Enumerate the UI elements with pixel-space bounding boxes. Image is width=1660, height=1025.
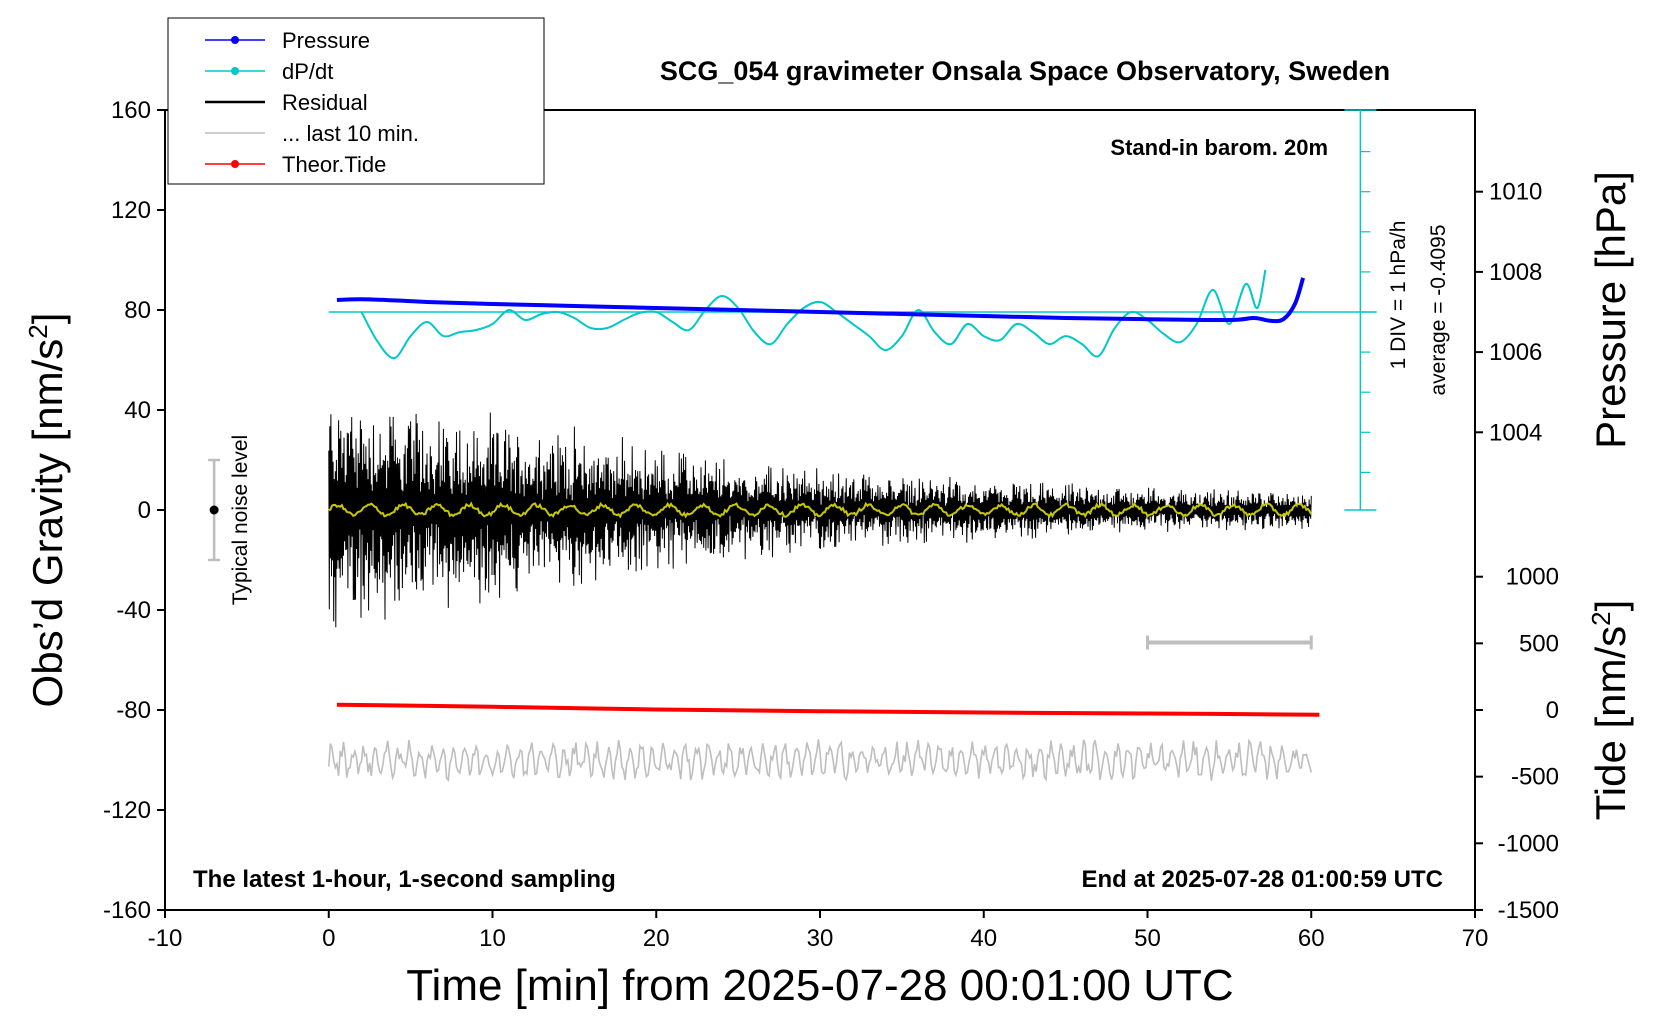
tide-tick-label: 500 xyxy=(1519,630,1559,657)
x-tick-label: 50 xyxy=(1134,925,1161,952)
pressure-line xyxy=(336,277,1306,324)
y-tick-label: -160 xyxy=(103,897,151,924)
tide-tick-label: -1000 xyxy=(1498,830,1559,857)
x-axis-label: Time [min] from 2025-07-28 00:01:00 UTC xyxy=(406,961,1233,1010)
noise-annotation: Typical noise level xyxy=(229,435,252,605)
x-tick-label: 0 xyxy=(322,925,335,952)
y-tick-label: -40 xyxy=(116,597,151,624)
y-tick-label: 40 xyxy=(124,397,151,424)
latest-annotation: The latest 1-hour, 1-second sampling xyxy=(193,866,616,893)
legend-marker xyxy=(231,160,239,168)
tide-tick-label: -1500 xyxy=(1498,897,1559,924)
noise-point xyxy=(209,505,219,515)
y-axis-label-tide: Tide [nm/s2] xyxy=(1586,600,1634,821)
tide-tick-label: 0 xyxy=(1546,697,1559,724)
legend-label: ... last 10 min. xyxy=(282,121,419,146)
tide-tick-label: 1000 xyxy=(1506,564,1559,591)
x-tick-label: 20 xyxy=(643,925,670,952)
pressure-tick-label: 1010 xyxy=(1489,179,1542,206)
x-tick-label: 40 xyxy=(970,925,997,952)
div-annotation: 1 DIV = 1 hPa/h xyxy=(1387,221,1410,370)
legend-label: dP/dt xyxy=(282,59,333,84)
tide-tick-label: -500 xyxy=(1511,764,1559,791)
dpdt-line xyxy=(360,269,1267,360)
legend-marker xyxy=(231,36,239,44)
x-tick-label: 10 xyxy=(479,925,506,952)
residual-mean-line xyxy=(328,501,1313,519)
y-tick-label: -120 xyxy=(103,797,151,824)
legend-label: Pressure xyxy=(282,28,370,53)
x-tick-label: 60 xyxy=(1298,925,1325,952)
average-annotation: average = -0.4095 xyxy=(1427,224,1450,395)
y-tick-label: 120 xyxy=(111,197,151,224)
last10-line xyxy=(328,738,1313,782)
legend-marker xyxy=(231,67,239,75)
pressure-tick-label: 1006 xyxy=(1489,339,1542,366)
y-axis-label-left: Obs’d Gravity [nm/s2] xyxy=(23,313,71,708)
y-tick-label: 160 xyxy=(111,97,151,124)
x-tick-label: 30 xyxy=(807,925,834,952)
y-axis-label-pressure: Pressure [hPa] xyxy=(1587,171,1634,449)
legend-label: Residual xyxy=(282,90,368,115)
y-tick-label: 0 xyxy=(138,497,151,524)
residual-line xyxy=(328,412,1312,628)
y-tick-label: 80 xyxy=(124,297,151,324)
pressure-tick-label: 1004 xyxy=(1489,419,1542,446)
x-tick-label: -10 xyxy=(148,925,183,952)
pressure-tick-label: 1008 xyxy=(1489,259,1542,286)
legend-label: Theor.Tide xyxy=(282,152,386,177)
standin-annotation: Stand-in barom. 20m xyxy=(1110,135,1328,160)
tide-line xyxy=(336,702,1320,717)
y-tick-label: -80 xyxy=(116,697,151,724)
end-annotation: End at 2025-07-28 01:00:59 UTC xyxy=(1082,866,1444,893)
x-tick-label: 70 xyxy=(1462,925,1489,952)
chart-title: SCG_054 gravimeter Onsala Space Observat… xyxy=(660,56,1390,86)
